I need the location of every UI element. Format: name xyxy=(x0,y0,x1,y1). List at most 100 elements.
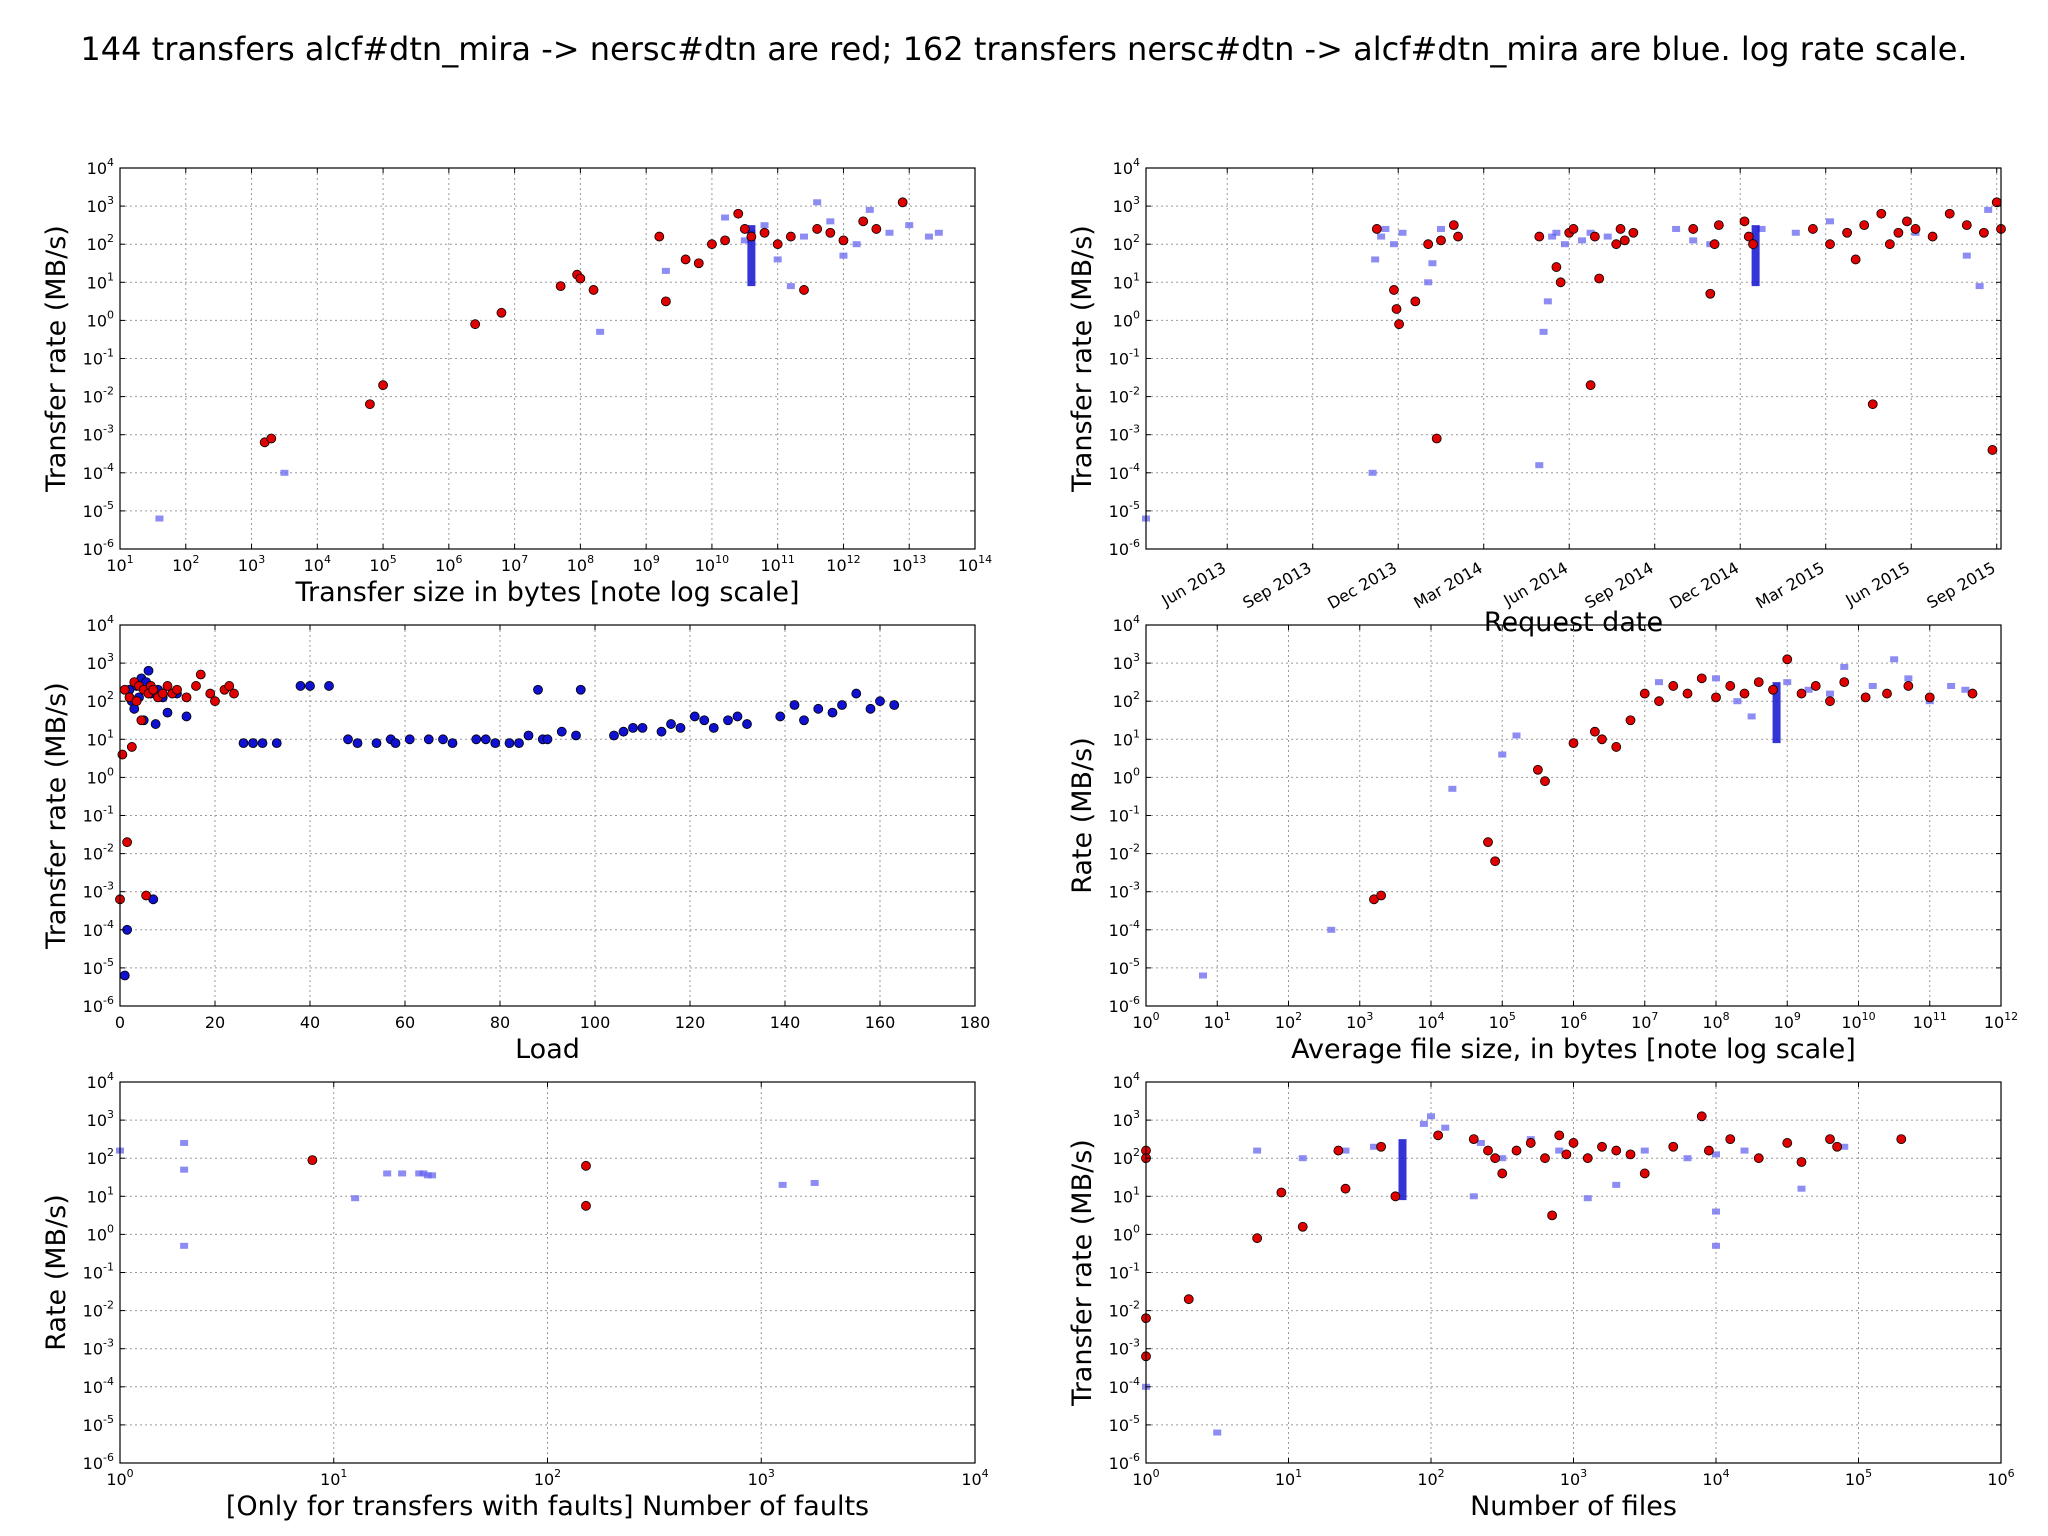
y-tick-label: 10-2 xyxy=(1109,842,1140,864)
data-point xyxy=(1548,233,1557,240)
y-tick-base: 10 xyxy=(83,921,103,940)
data-point xyxy=(1810,681,1821,691)
y-tick-exponent: -1 xyxy=(103,347,114,360)
x-tick-label: Mar 2015 xyxy=(1752,558,1827,612)
data-point xyxy=(428,1172,437,1179)
data-point xyxy=(813,703,824,714)
data-point xyxy=(1376,890,1387,901)
data-point xyxy=(1497,1168,1508,1179)
series-red-1 xyxy=(307,1155,591,1211)
data-point xyxy=(119,970,130,981)
data-point xyxy=(1733,698,1742,705)
y-tick-base: 10 xyxy=(1109,921,1129,940)
data-point xyxy=(1979,227,1989,238)
y-tick-base: 10 xyxy=(1109,464,1129,483)
y-tick-base: 10 xyxy=(83,1378,103,1397)
y-tick-label: 10-4 xyxy=(83,918,114,940)
data-point xyxy=(157,688,168,699)
x-tick-base: 10 xyxy=(106,556,126,575)
data-point xyxy=(1796,1157,1807,1167)
x-tick-exponent: 4 xyxy=(1723,1467,1730,1480)
data-point xyxy=(191,681,201,691)
data-point xyxy=(1199,972,1207,979)
data-point xyxy=(1568,738,1579,749)
data-point xyxy=(533,684,543,695)
data-point xyxy=(1927,231,1938,242)
y-axis-label: Rate (MB/s) xyxy=(1067,737,1098,894)
data-column xyxy=(1772,682,1781,744)
data-point xyxy=(1713,220,1724,231)
y-tick-label: 101 xyxy=(1113,270,1140,292)
data-point xyxy=(162,707,173,718)
data-point xyxy=(839,252,848,259)
x-tick-label: 1011 xyxy=(1913,1010,1947,1032)
x-tick-label: Jun 2014 xyxy=(1500,558,1572,610)
y-tick-label: 10-5 xyxy=(83,1413,114,1435)
x-tick-base: 10 xyxy=(238,556,258,575)
y-tick-label: 10-3 xyxy=(83,1337,114,1359)
y-tick-exponent: -6 xyxy=(103,1451,114,1464)
y-tick-base: 10 xyxy=(87,730,107,749)
data-point xyxy=(180,1242,189,1249)
x-tick-label: Dec 2013 xyxy=(1324,558,1400,613)
y-tick-base: 10 xyxy=(1113,197,1133,216)
y-tick-base: 10 xyxy=(1113,159,1133,178)
data-point xyxy=(136,715,147,726)
data-point xyxy=(1578,237,1587,244)
data-point xyxy=(1991,197,2002,208)
y-tick-exponent: -6 xyxy=(1129,994,1140,1007)
data-point xyxy=(542,734,553,745)
data-point xyxy=(1490,1153,1501,1164)
data-point xyxy=(1903,681,1914,691)
data-point xyxy=(1611,239,1622,250)
x-tick-exponent: 1 xyxy=(1224,1010,1231,1023)
x-tick-exponent: 13 xyxy=(912,553,926,566)
x-tick-base: 10 xyxy=(1132,1013,1152,1032)
y-tick-exponent: 2 xyxy=(1133,689,1140,702)
y-tick-label: 104 xyxy=(1113,1070,1140,1092)
data-point xyxy=(1860,692,1871,703)
x-tick-base: 10 xyxy=(1417,1470,1437,1489)
x-tick-label: 107 xyxy=(1631,1010,1658,1032)
data-point xyxy=(871,224,882,234)
y-tick-label: 104 xyxy=(87,1070,114,1092)
x-tick-exponent: 2 xyxy=(1438,1467,1445,1480)
data-point xyxy=(609,730,619,741)
data-point xyxy=(1947,682,1956,689)
series-red-2 xyxy=(1141,1111,1907,1362)
y-tick-label: 10-1 xyxy=(1109,1261,1140,1283)
data-point xyxy=(1525,1138,1536,1148)
x-tick-base: 10 xyxy=(748,1470,768,1489)
data-point xyxy=(723,715,733,726)
data-point xyxy=(141,890,152,901)
x-tick-base: 10 xyxy=(534,1470,554,1489)
y-tick-label: 10-1 xyxy=(1109,804,1140,826)
data-point xyxy=(759,227,770,238)
data-point xyxy=(1582,1153,1593,1164)
x-tick-base: 10 xyxy=(1346,1013,1366,1032)
y-tick-label: 10-5 xyxy=(1109,1413,1140,1435)
y-tick-exponent: 0 xyxy=(1133,308,1140,321)
data-point xyxy=(248,738,258,749)
y-tick-base: 10 xyxy=(83,1340,103,1359)
x-tick-base: 10 xyxy=(961,1470,981,1489)
data-point xyxy=(1842,227,1852,238)
data-point xyxy=(1711,692,1721,703)
y-tick-base: 10 xyxy=(83,540,103,559)
data-point xyxy=(742,719,752,729)
data-point xyxy=(1333,1145,1344,1156)
y-tick-exponent: -2 xyxy=(1129,1299,1140,1312)
data-point xyxy=(826,218,835,225)
data-point xyxy=(1547,1210,1558,1221)
y-tick-exponent: -5 xyxy=(103,956,114,969)
data-point xyxy=(1213,1429,1222,1436)
x-tick-exponent: 2 xyxy=(554,1467,561,1480)
y-tick-base: 10 xyxy=(1109,1340,1129,1359)
data-column xyxy=(1398,1139,1407,1201)
data-point xyxy=(1568,224,1579,234)
data-point xyxy=(295,681,306,691)
data-point xyxy=(637,722,648,733)
data-point xyxy=(732,711,743,722)
y-tick-base: 10 xyxy=(83,845,103,864)
y-tick-base: 10 xyxy=(87,197,107,216)
